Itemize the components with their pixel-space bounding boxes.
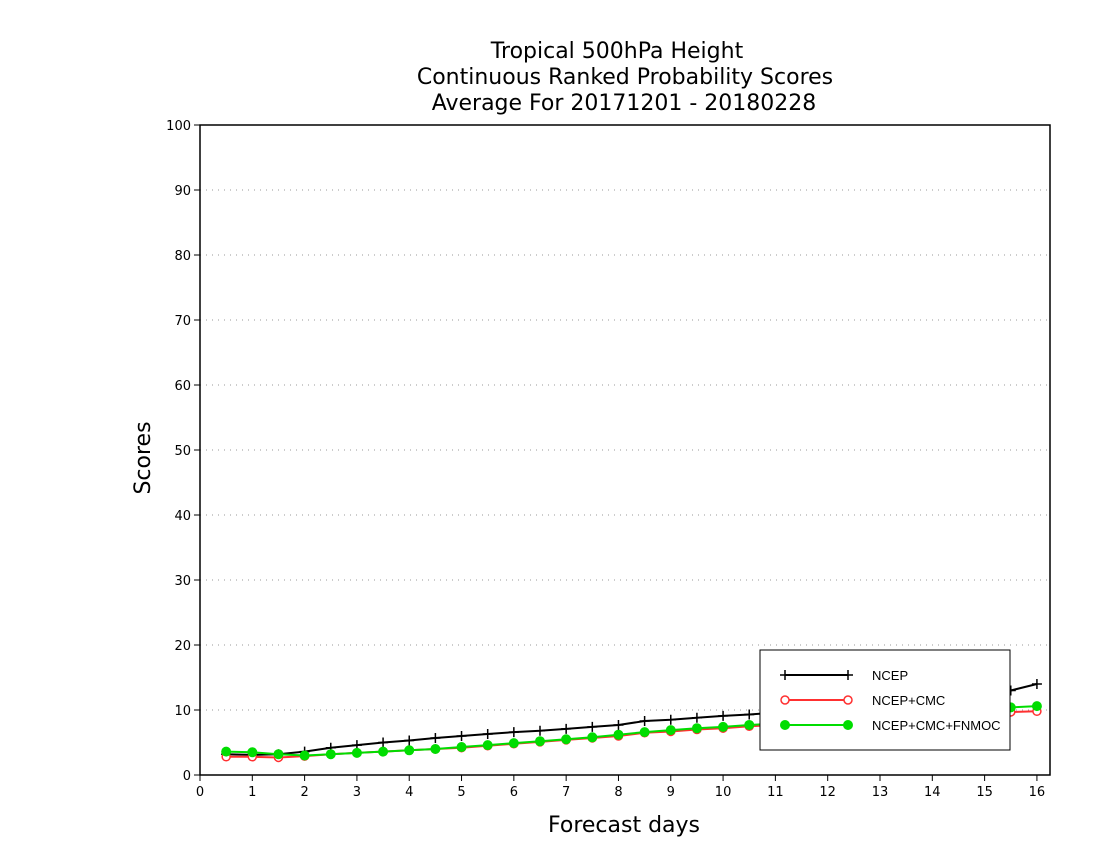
data-point	[587, 721, 598, 732]
x-tick-label: 13	[872, 785, 889, 800]
x-tick-label: 1	[248, 785, 256, 800]
data-point	[456, 731, 467, 741]
legend-marker	[780, 695, 790, 705]
data-point	[535, 736, 545, 747]
x-tick-label: 12	[819, 785, 836, 800]
data-point	[378, 746, 389, 757]
x-tick-label: 8	[614, 785, 622, 800]
x-tick-label: 11	[767, 785, 784, 800]
data-point	[456, 742, 467, 753]
data-point	[561, 734, 572, 745]
x-tick-label: 10	[715, 785, 732, 800]
x-tick-label: 2	[300, 785, 308, 800]
data-point	[639, 716, 650, 727]
data-point	[482, 740, 493, 751]
data-point	[718, 710, 729, 721]
y-tick-label: 100	[166, 119, 191, 134]
x-tick-label: 7	[562, 785, 570, 800]
x-tick-label: 3	[353, 785, 361, 800]
x-tick-label: 5	[457, 785, 465, 800]
data-point	[378, 737, 389, 748]
legend-marker	[780, 720, 790, 730]
data-point	[404, 745, 415, 756]
y-tick-label: 10	[174, 704, 191, 719]
data-point	[404, 735, 415, 746]
x-tick-label: 16	[1029, 785, 1046, 800]
data-point	[299, 750, 310, 761]
legend-label: NCEP+CMC	[872, 693, 945, 708]
legend-label: NCEP+CMC+FNMOC	[872, 718, 1001, 733]
legend-marker	[780, 670, 790, 680]
legend: NCEP NCEP+CMC NCEP+CMC+FNMOC	[759, 649, 1011, 751]
data-point	[587, 732, 598, 743]
data-point	[718, 721, 729, 732]
y-tick-label: 60	[174, 379, 191, 394]
data-point	[508, 727, 519, 738]
data-point	[430, 732, 441, 743]
data-point	[535, 725, 545, 736]
data-point	[744, 719, 755, 730]
data-point	[744, 709, 755, 720]
x-tick-label: 6	[510, 785, 518, 800]
y-tick-label: 20	[174, 639, 191, 654]
data-point	[351, 747, 362, 758]
legend-marker	[843, 695, 853, 705]
y-tick-label: 80	[174, 249, 191, 264]
y-tick-label: 70	[174, 314, 191, 329]
data-point	[221, 746, 232, 757]
y-tick-label: 30	[174, 574, 191, 589]
data-point	[613, 719, 624, 730]
x-axis-title: Forecast days	[548, 813, 700, 838]
data-point	[665, 714, 676, 725]
x-tick-label: 0	[196, 785, 204, 800]
x-tick-label: 9	[667, 785, 675, 800]
data-point	[325, 749, 336, 760]
data-point	[1031, 679, 1042, 689]
y-axis-title: Scores	[131, 421, 156, 494]
grid-lines	[200, 189, 1050, 711]
x-tick-label: 15	[976, 785, 993, 800]
data-point	[482, 729, 493, 740]
data-point	[561, 723, 572, 734]
x-tick-label: 14	[924, 785, 941, 800]
y-tick-label: 50	[174, 444, 191, 459]
legend-label: NCEP	[872, 668, 908, 683]
y-tick-label: 40	[174, 509, 191, 524]
data-point	[639, 727, 650, 738]
data-point	[691, 723, 702, 734]
legend-marker	[843, 670, 853, 680]
data-point	[1031, 701, 1042, 712]
data-point	[508, 738, 519, 749]
data-point	[273, 749, 284, 760]
chart-title-line-2: Continuous Ranked Probability Scores	[417, 65, 833, 90]
y-tick-label: 0	[183, 769, 191, 784]
chart-title-line-3: Average For 20171201 - 20180228	[432, 91, 817, 116]
x-tick-label: 4	[405, 785, 413, 800]
data-point	[247, 747, 258, 758]
legend-marker	[843, 720, 853, 730]
data-point	[691, 712, 702, 723]
data-point	[613, 729, 624, 740]
y-tick-label: 90	[174, 184, 191, 199]
chart-title-line-1: Tropical 500hPa Height	[490, 39, 744, 64]
data-point	[665, 725, 676, 736]
data-point	[430, 744, 441, 754]
